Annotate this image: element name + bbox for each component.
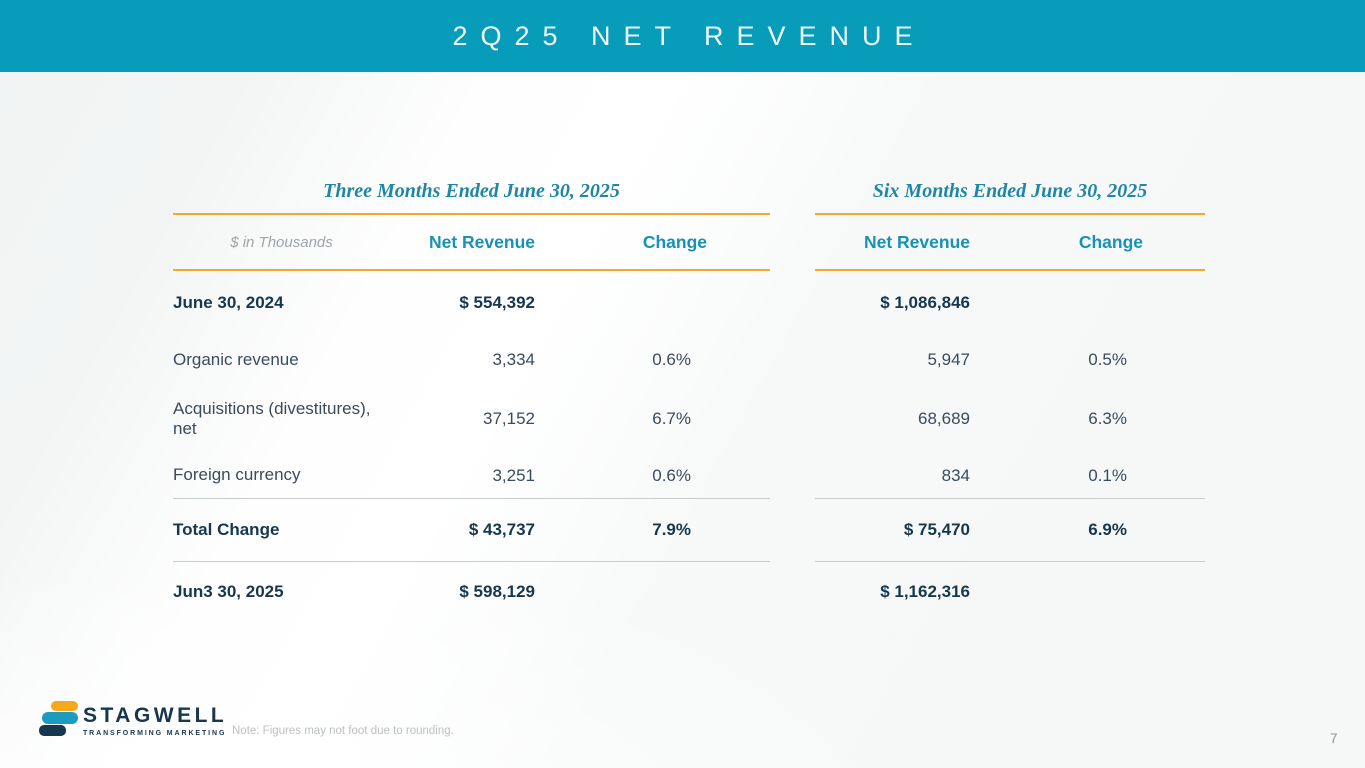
table-row: Acquisitions (divestitures), net 37,152 … bbox=[173, 398, 691, 438]
column-header-row: Net Revenue Change bbox=[815, 215, 1205, 269]
orange-rule bbox=[173, 213, 770, 215]
logo-bar-teal bbox=[42, 712, 78, 724]
table-row: June 30, 2024 $ 554,392 bbox=[173, 292, 535, 312]
logo-bar-navy bbox=[39, 725, 66, 736]
table-row: Total Change $ 43,737 7.9% bbox=[173, 499, 770, 562]
table-row: 68,689 6.3% bbox=[918, 409, 1127, 428]
column-header-net-revenue: Net Revenue bbox=[863, 231, 970, 252]
six-months-title: Six Months Ended June 30, 2025 bbox=[872, 180, 1148, 202]
column-header-net-revenue: Net Revenue bbox=[428, 231, 535, 252]
table-row: Foreign currency 3,251 0.6% bbox=[173, 453, 770, 499]
logo-text: STAGWELL TRANSFORMING MARKETING bbox=[83, 704, 227, 737]
table-row: 5,947 0.5% bbox=[927, 350, 1127, 369]
orange-rule bbox=[173, 269, 770, 271]
title-bar: 2Q25 NET REVENUE bbox=[0, 0, 1365, 72]
table-row: Organic revenue 3,334 0.6% bbox=[173, 349, 691, 369]
six-months-table: Six Months Ended June 30, 2025 Net Reven… bbox=[815, 180, 1205, 622]
logo-bar-yellow bbox=[51, 701, 78, 711]
table-row: $ 1,086,846 bbox=[880, 293, 970, 312]
stagwell-logo-icon bbox=[39, 700, 79, 738]
orange-rule bbox=[815, 213, 1205, 215]
table-row: $ 75,470 6.9% bbox=[815, 499, 1205, 562]
page-number: 7 bbox=[1330, 731, 1338, 746]
column-header-change: Change bbox=[642, 231, 707, 252]
column-header-change: Change bbox=[1078, 231, 1143, 252]
units-label: $ in Thousands bbox=[230, 233, 333, 251]
logo-wordmark: STAGWELL bbox=[83, 704, 228, 727]
slide-title: 2Q25 NET REVENUE bbox=[452, 21, 926, 51]
footnote: Note: Figures may not foot due to roundi… bbox=[232, 725, 454, 737]
logo-tagline: TRANSFORMING MARKETING bbox=[83, 730, 227, 737]
table-row: $ 1,162,316 bbox=[880, 582, 970, 601]
three-months-title: Three Months Ended June 30, 2025 bbox=[323, 180, 620, 202]
stagwell-logo: STAGWELL TRANSFORMING MARKETING bbox=[39, 700, 239, 744]
table-row: 834 0.1% bbox=[815, 453, 1205, 499]
table-row: Jun3 30, 2025 $ 598,129 bbox=[173, 581, 535, 601]
three-months-table: Three Months Ended June 30, 2025 $ in Th… bbox=[173, 180, 770, 622]
column-header-row: $ in Thousands Net Revenue Change bbox=[173, 215, 770, 269]
orange-rule bbox=[815, 269, 1205, 271]
